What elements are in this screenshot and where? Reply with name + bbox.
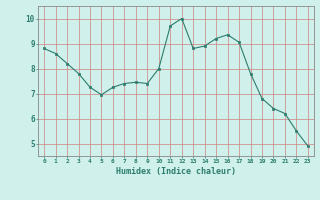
X-axis label: Humidex (Indice chaleur): Humidex (Indice chaleur) (116, 167, 236, 176)
